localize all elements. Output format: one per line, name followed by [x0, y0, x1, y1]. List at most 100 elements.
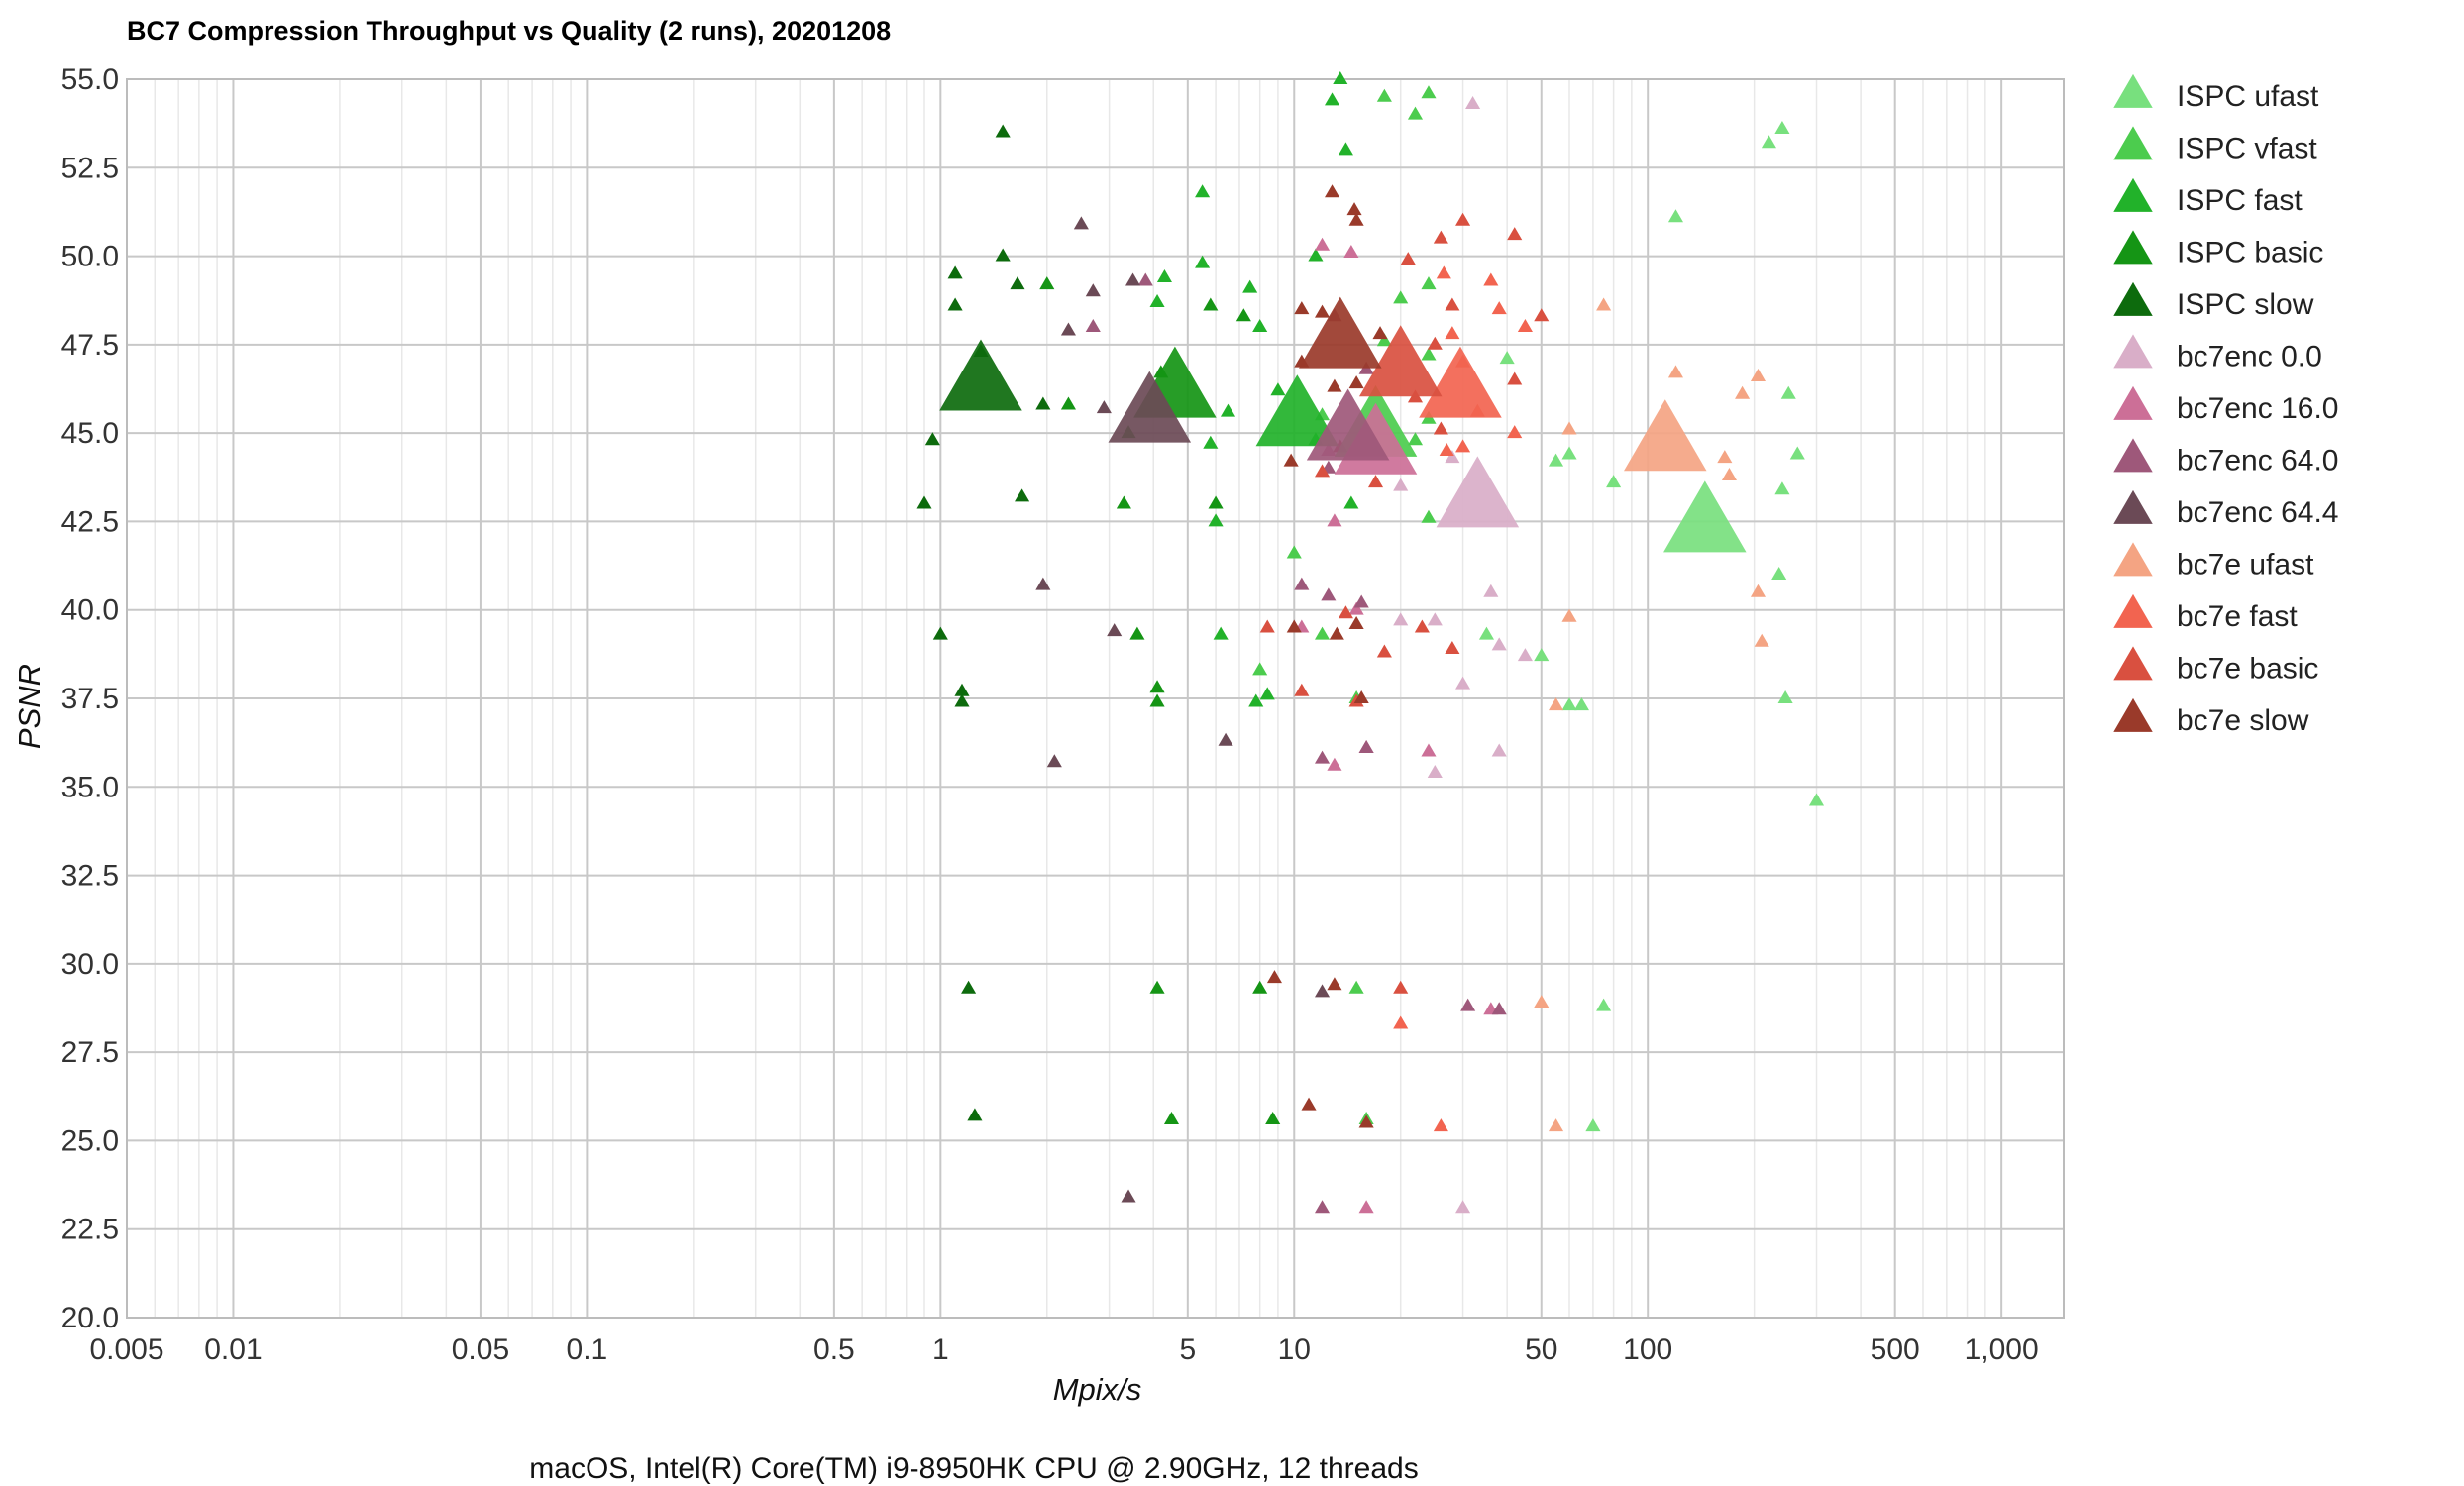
data-point: [947, 265, 963, 279]
mean-markers: [939, 296, 1747, 553]
data-point: [1808, 793, 1825, 806]
data-point: [1548, 1118, 1564, 1132]
data-point: [1433, 230, 1448, 244]
data-point: [1455, 212, 1471, 226]
data-point: [1338, 142, 1353, 156]
data-point: [1367, 475, 1384, 488]
data-point: [1343, 244, 1359, 258]
data-point: [1149, 680, 1165, 693]
grid-lines: [126, 78, 2064, 1319]
data-point: [1433, 421, 1448, 435]
data-point: [1327, 513, 1342, 527]
plot-area: [126, 78, 2065, 1319]
x-tick-label: 1: [932, 1333, 949, 1366]
data-point: [1548, 453, 1564, 467]
x-axis-ticks: 0.005 0.01 0.05 0.1 0.5 1 5 10 50 100 500 1,000: [89, 1333, 2038, 1366]
data-point: [1301, 1097, 1317, 1111]
data-point: [1343, 495, 1359, 509]
mean-marker: [1358, 325, 1443, 397]
data-point: [1771, 566, 1787, 580]
data-point: [1039, 276, 1055, 290]
data-point: [954, 693, 970, 707]
data-point: [932, 626, 948, 640]
data-point: [1561, 446, 1577, 460]
legend-label: ISPC fast: [2177, 184, 2303, 217]
legend-swatch: [2113, 230, 2153, 265]
data-point: [1534, 648, 1550, 662]
data-point: [995, 124, 1011, 138]
y-axis-label: PSNR: [12, 664, 47, 749]
data-point: [1455, 676, 1471, 690]
y-axis-ticks: 20.0 22.5 25.0 27.5 30.0 32.5 35.0 37.5 40.0 42.5…: [61, 63, 119, 1334]
data-point: [1499, 351, 1515, 365]
data-point: [1491, 743, 1507, 757]
data-point: [1242, 279, 1258, 293]
legend-label: bc7e ufast: [2177, 549, 2314, 582]
data-point: [1348, 615, 1364, 629]
data-point: [1314, 1200, 1331, 1214]
data-point: [1507, 372, 1523, 385]
data-point: [1060, 322, 1076, 336]
data-point: [1085, 318, 1101, 332]
data-point: [1073, 216, 1089, 230]
data-point: [1376, 333, 1392, 347]
data-point: [1220, 403, 1236, 417]
data-point: [1585, 1118, 1601, 1132]
data-point: [1294, 577, 1310, 590]
y-tick-label: 27.5: [61, 1036, 119, 1069]
legend-swatch: [2113, 489, 2153, 524]
x-tick-label: 50: [1525, 1333, 1557, 1366]
y-tick-label: 22.5: [61, 1214, 119, 1246]
data-point: [1163, 1111, 1180, 1124]
data-point: [1333, 70, 1348, 84]
data-point: [1085, 283, 1101, 297]
data-point: [954, 683, 970, 696]
data-point: [1407, 432, 1424, 446]
data-point: [1777, 690, 1793, 703]
data-point: [1717, 450, 1733, 464]
y-tick-label: 35.0: [61, 771, 119, 803]
legend-label: bc7enc 16.0: [2177, 392, 2338, 425]
mean-marker: [1436, 456, 1520, 528]
data-point: [1327, 977, 1342, 991]
data-point: [1259, 687, 1275, 700]
data-point: [1561, 421, 1577, 435]
data-point: [1436, 265, 1451, 279]
data-point: [995, 248, 1011, 262]
data-point: [1455, 439, 1471, 453]
data-point: [1721, 467, 1738, 480]
x-tick-label: 0.5: [813, 1333, 855, 1366]
data-point: [1421, 347, 1437, 361]
data-point: [1393, 980, 1409, 994]
legend-label: ISPC ufast: [2177, 80, 2319, 113]
y-tick-label: 30.0: [61, 948, 119, 981]
data-point: [1445, 450, 1460, 464]
data-point: [1507, 425, 1523, 439]
data-point: [1259, 619, 1275, 633]
y-tick-label: 47.5: [61, 329, 119, 362]
data-point: [1208, 513, 1224, 527]
data-point: [1252, 318, 1268, 332]
data-point: [1483, 272, 1499, 286]
data-point: [1517, 648, 1533, 662]
data-point: [1208, 495, 1224, 509]
mean-marker: [1306, 388, 1390, 461]
data-point: [1213, 626, 1229, 640]
data-point: [1329, 626, 1344, 640]
data-point: [1573, 697, 1589, 711]
data-point: [1735, 385, 1751, 399]
x-tick-label: 100: [1623, 1333, 1672, 1366]
data-point: [1348, 212, 1364, 226]
data-point: [1507, 227, 1523, 241]
data-point: [1353, 594, 1369, 608]
mean-marker: [1419, 346, 1502, 418]
data-point: [1780, 385, 1796, 399]
data-point: [1421, 85, 1437, 99]
data-point: [1358, 1114, 1374, 1128]
data-point: [924, 432, 940, 446]
legend-label: bc7enc 0.0: [2177, 341, 2322, 373]
data-point: [1393, 478, 1409, 491]
data-point: [1427, 764, 1443, 778]
data-point: [1294, 301, 1310, 315]
legend-label: bc7enc 64.4: [2177, 496, 2338, 529]
